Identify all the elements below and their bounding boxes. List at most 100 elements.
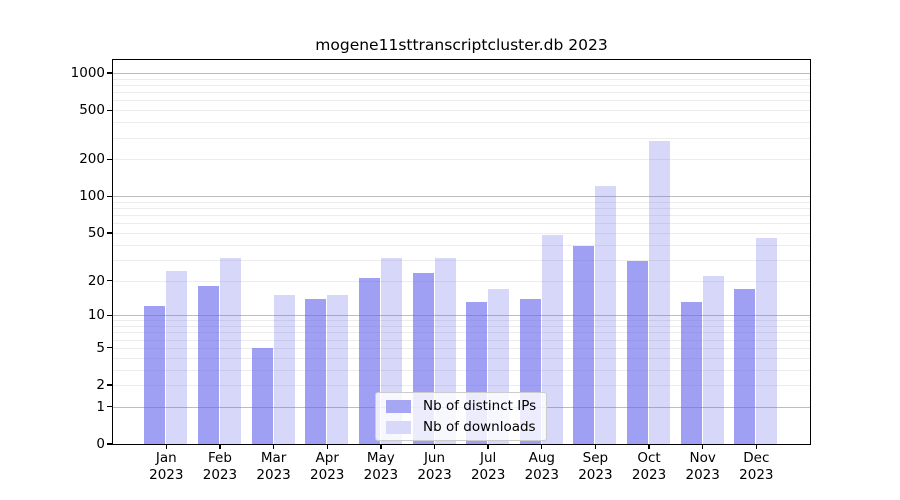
gridline-minor bbox=[113, 84, 810, 86]
x-tick-label: Dec 2023 bbox=[739, 450, 774, 483]
y-tick-label: 0 bbox=[96, 436, 105, 452]
x-tick-label: May 2023 bbox=[363, 450, 399, 483]
gridline-minor bbox=[113, 339, 810, 341]
y-tick-label: 10 bbox=[87, 307, 105, 324]
y-tick-label: 50 bbox=[87, 224, 105, 241]
x-tick-mark bbox=[165, 444, 167, 449]
x-tick-label: Oct 2023 bbox=[631, 450, 667, 483]
gridline-minor bbox=[113, 259, 810, 261]
y-tick-mark bbox=[107, 384, 113, 386]
x-tick-mark bbox=[326, 444, 328, 449]
gridline-minor bbox=[113, 280, 810, 282]
y-tick-mark bbox=[107, 195, 113, 197]
gridline-minor bbox=[113, 223, 810, 225]
bar-distinct-ips bbox=[358, 278, 380, 444]
bar-distinct-ips bbox=[197, 285, 219, 444]
y-tick-label: 1 bbox=[96, 398, 105, 415]
x-tick-mark bbox=[648, 444, 650, 449]
x-tick-mark bbox=[594, 444, 597, 449]
x-tick-label: Feb 2023 bbox=[202, 450, 238, 483]
bar-distinct-ips bbox=[144, 306, 166, 444]
bar-downloads bbox=[273, 295, 295, 444]
y-tick-mark bbox=[107, 406, 113, 408]
gridline-minor bbox=[113, 369, 810, 371]
gridline-minor bbox=[113, 208, 810, 210]
bar-downloads bbox=[327, 295, 349, 444]
bar-downloads bbox=[702, 275, 724, 444]
x-tick-mark bbox=[702, 444, 704, 449]
bar-downloads bbox=[166, 271, 188, 444]
y-tick-mark bbox=[107, 279, 113, 282]
bar-distinct-ips bbox=[680, 302, 702, 444]
gridline-minor bbox=[113, 110, 810, 112]
legend-entry-distinct-ips: Nb of distinct IPs bbox=[386, 398, 536, 414]
gridline-minor bbox=[113, 122, 810, 124]
legend-label-distinct-ips: Nb of distinct IPs bbox=[423, 398, 537, 414]
bar-distinct-ips bbox=[573, 245, 595, 444]
x-tick-mark bbox=[755, 444, 757, 449]
gridline-minor bbox=[113, 92, 810, 94]
x-tick-mark bbox=[380, 444, 382, 449]
bar-distinct-ips bbox=[734, 288, 756, 444]
gridline-minor bbox=[113, 326, 810, 327]
y-tick-mark bbox=[107, 347, 113, 349]
x-tick-label: Jul 2023 bbox=[470, 450, 506, 483]
x-tick-mark bbox=[433, 444, 436, 449]
y-tick-label: 5 bbox=[96, 339, 105, 356]
chart-title: mogene11sttranscriptcluster.db 2023 bbox=[315, 36, 608, 54]
x-tick-mark bbox=[541, 444, 543, 449]
gridline-major bbox=[113, 73, 810, 74]
gridline-major bbox=[113, 196, 810, 198]
y-tick-mark bbox=[107, 158, 113, 160]
bar-distinct-ips bbox=[627, 261, 649, 444]
gridline-minor bbox=[113, 347, 810, 349]
gridline-minor bbox=[113, 244, 810, 246]
x-tick-label: Mar 2023 bbox=[256, 450, 291, 483]
gridline-minor bbox=[113, 232, 810, 234]
x-tick-label: Jan 2023 bbox=[149, 450, 184, 483]
y-tick-mark bbox=[107, 72, 113, 74]
y-tick-label: 2 bbox=[96, 377, 105, 393]
y-tick-label: 1000 bbox=[70, 65, 105, 81]
x-tick-label: Apr 2023 bbox=[310, 450, 345, 483]
gridline-minor bbox=[113, 137, 810, 139]
bar-downloads bbox=[756, 238, 778, 444]
gridline-minor bbox=[113, 159, 810, 161]
y-tick-mark bbox=[107, 314, 113, 316]
y-tick-mark bbox=[107, 232, 113, 234]
gridline-minor bbox=[113, 320, 810, 322]
legend-swatch-downloads bbox=[386, 420, 411, 434]
bar-downloads bbox=[595, 186, 617, 444]
legend-swatch-distinct-ips bbox=[386, 399, 411, 413]
x-tick-mark bbox=[219, 444, 221, 449]
legend-entry-downloads: Nb of downloads bbox=[386, 419, 536, 435]
y-tick-label: 100 bbox=[79, 188, 105, 205]
x-tick-label: Jun 2023 bbox=[417, 450, 452, 483]
gridline-minor bbox=[113, 385, 810, 386]
bar-downloads bbox=[219, 257, 241, 444]
y-tick-mark bbox=[107, 443, 113, 445]
gridline-minor bbox=[113, 100, 810, 102]
y-tick-label: 500 bbox=[79, 102, 105, 119]
y-tick-mark bbox=[107, 109, 113, 111]
gridline-minor bbox=[113, 357, 810, 359]
gridline-major bbox=[113, 315, 810, 317]
x-tick-mark bbox=[487, 444, 489, 449]
bar-distinct-ips bbox=[305, 298, 327, 444]
x-tick-mark bbox=[272, 444, 275, 449]
legend-label-downloads: Nb of downloads bbox=[423, 419, 536, 435]
x-tick-label: Aug 2023 bbox=[524, 450, 559, 483]
gridline-minor bbox=[113, 215, 810, 217]
gridline-minor bbox=[113, 332, 810, 334]
bar-downloads bbox=[541, 235, 563, 444]
y-tick-label: 20 bbox=[87, 272, 105, 289]
x-tick-label: Sep 2023 bbox=[578, 450, 613, 483]
legend: Nb of distinct IPs Nb of downloads bbox=[375, 392, 548, 441]
bar-downloads bbox=[649, 141, 671, 444]
y-tick-label: 200 bbox=[79, 151, 105, 168]
gridline-minor bbox=[113, 78, 810, 80]
gridline-minor bbox=[113, 201, 810, 203]
x-tick-label: Nov 2023 bbox=[685, 450, 720, 483]
bar-distinct-ips bbox=[251, 347, 273, 444]
